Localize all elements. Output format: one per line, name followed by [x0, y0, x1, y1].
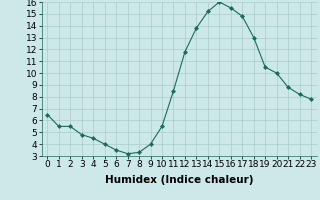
X-axis label: Humidex (Indice chaleur): Humidex (Indice chaleur): [105, 175, 253, 185]
